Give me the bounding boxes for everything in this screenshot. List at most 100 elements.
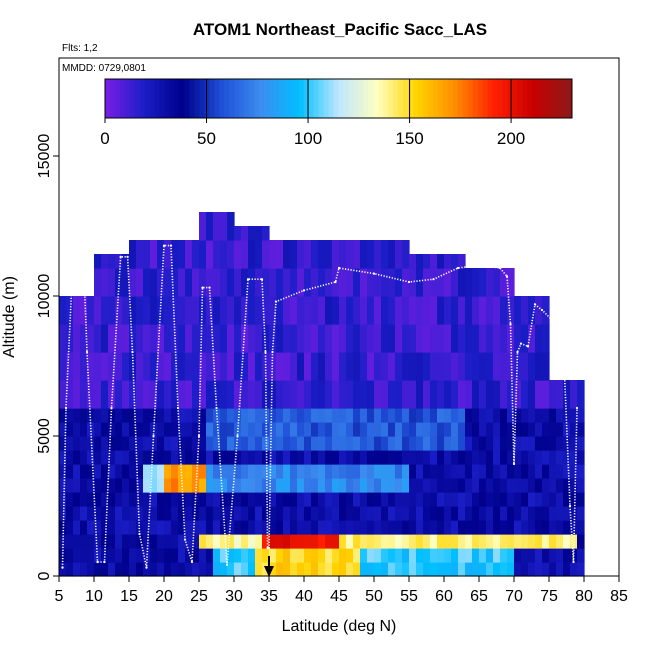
heatmap-cell (360, 534, 368, 549)
heatmap-cell (465, 464, 473, 479)
heatmap-cell (304, 352, 312, 381)
heatmap-cell (402, 352, 410, 381)
colorbar-swatch (567, 79, 573, 118)
heatmap-cell (304, 296, 312, 325)
heatmap-cell (374, 408, 382, 423)
heatmap-cell (248, 380, 256, 409)
heatmap-cell (157, 534, 165, 549)
colorbar-swatch (259, 79, 265, 118)
heatmap-cell (255, 408, 263, 423)
heatmap-cell (339, 408, 347, 423)
heatmap-cell (514, 450, 522, 465)
heatmap-cell (381, 464, 389, 479)
dates-label: MMDD: 0729,0801 (62, 63, 146, 74)
heatmap-cell (493, 450, 501, 465)
heatmap-cell (423, 478, 431, 493)
heatmap-cell (304, 506, 312, 521)
heatmap-cell (136, 478, 144, 493)
heatmap-cell (157, 380, 165, 409)
heatmap-cell (563, 436, 571, 451)
heatmap-cell (213, 506, 221, 521)
heatmap-cell (360, 408, 368, 423)
heatmap-cell (332, 464, 340, 479)
heatmap-cell (297, 534, 305, 549)
heatmap-cell (297, 324, 305, 353)
heatmap-cell (241, 268, 249, 297)
heatmap-cell (157, 520, 165, 535)
heatmap-cell (178, 422, 186, 437)
heatmap-cell (577, 380, 585, 409)
heatmap-cell (353, 450, 361, 465)
heatmap-cell (164, 422, 172, 437)
heatmap-cell (521, 380, 529, 409)
heatmap-cell (66, 520, 74, 535)
heatmap-cell (171, 268, 179, 297)
heatmap-cell (311, 268, 319, 297)
flight-track-point (225, 563, 229, 566)
flight-track-point (236, 434, 239, 438)
heatmap-cell (157, 296, 165, 325)
heatmap-cell (388, 464, 396, 479)
heatmap-cell (472, 520, 480, 535)
heatmap-cell (486, 450, 494, 465)
heatmap-cell (465, 422, 473, 437)
heatmap-cell (507, 478, 515, 493)
colorbar-swatch (114, 79, 121, 118)
heatmap-cell (374, 562, 382, 577)
heatmap-cell (416, 520, 424, 535)
heatmap-cell (80, 562, 88, 577)
heatmap-cell (220, 464, 228, 479)
heatmap-cell (234, 520, 242, 535)
heatmap-cell (458, 478, 466, 493)
flight-track-point (505, 275, 509, 278)
heatmap-cell (437, 324, 445, 353)
heatmap-cell (59, 380, 67, 409)
heatmap-cell (402, 478, 410, 493)
heatmap-cell (402, 450, 410, 465)
heatmap-cell (416, 492, 424, 507)
heatmap-cell (129, 450, 137, 465)
heatmap-cell (577, 520, 585, 535)
heatmap-cell (402, 380, 410, 409)
heatmap-cell (164, 268, 172, 297)
heatmap-cell (164, 240, 172, 269)
y-axis-label: Altitude (m) (1, 276, 18, 358)
heatmap-cell (269, 562, 277, 577)
heatmap-cell (388, 324, 396, 353)
colorbar-swatch (214, 79, 220, 118)
heatmap-cell (115, 268, 123, 297)
heatmap-cell (535, 296, 543, 325)
y-tick-label: 0 (36, 571, 53, 580)
heatmap-cell (206, 506, 214, 521)
heatmap-cell (59, 506, 67, 521)
heatmap-cell (423, 324, 431, 353)
heatmap-cell (129, 534, 137, 549)
heatmap-cell (493, 324, 501, 353)
heatmap-cell (528, 478, 536, 493)
heatmap-cell (374, 506, 382, 521)
heatmap-cell (465, 506, 473, 521)
colorbar-swatch (224, 79, 230, 118)
heatmap-cell (66, 352, 74, 381)
heatmap-cell (143, 548, 151, 563)
heatmap-cell (234, 380, 242, 409)
heatmap-cell (479, 380, 487, 409)
heatmap-cell (290, 352, 298, 381)
heatmap-cell (185, 562, 193, 577)
heatmap-cell (297, 562, 305, 577)
colorbar-swatch (244, 79, 250, 118)
heatmap-cell (367, 492, 375, 507)
heatmap-cell (521, 548, 529, 563)
flight-track-point (71, 258, 75, 261)
heatmap-cell (80, 380, 88, 409)
heatmap-cell (325, 324, 333, 353)
heatmap-cell (381, 436, 389, 451)
heatmap-cell (262, 492, 270, 507)
heatmap-cell (395, 422, 403, 437)
heatmap-cell (486, 324, 494, 353)
heatmap-cell (304, 492, 312, 507)
heatmap-cell (150, 268, 158, 297)
heatmap-cell (108, 324, 116, 353)
heatmap-cell (192, 268, 200, 297)
colorbar-swatch (184, 79, 190, 118)
